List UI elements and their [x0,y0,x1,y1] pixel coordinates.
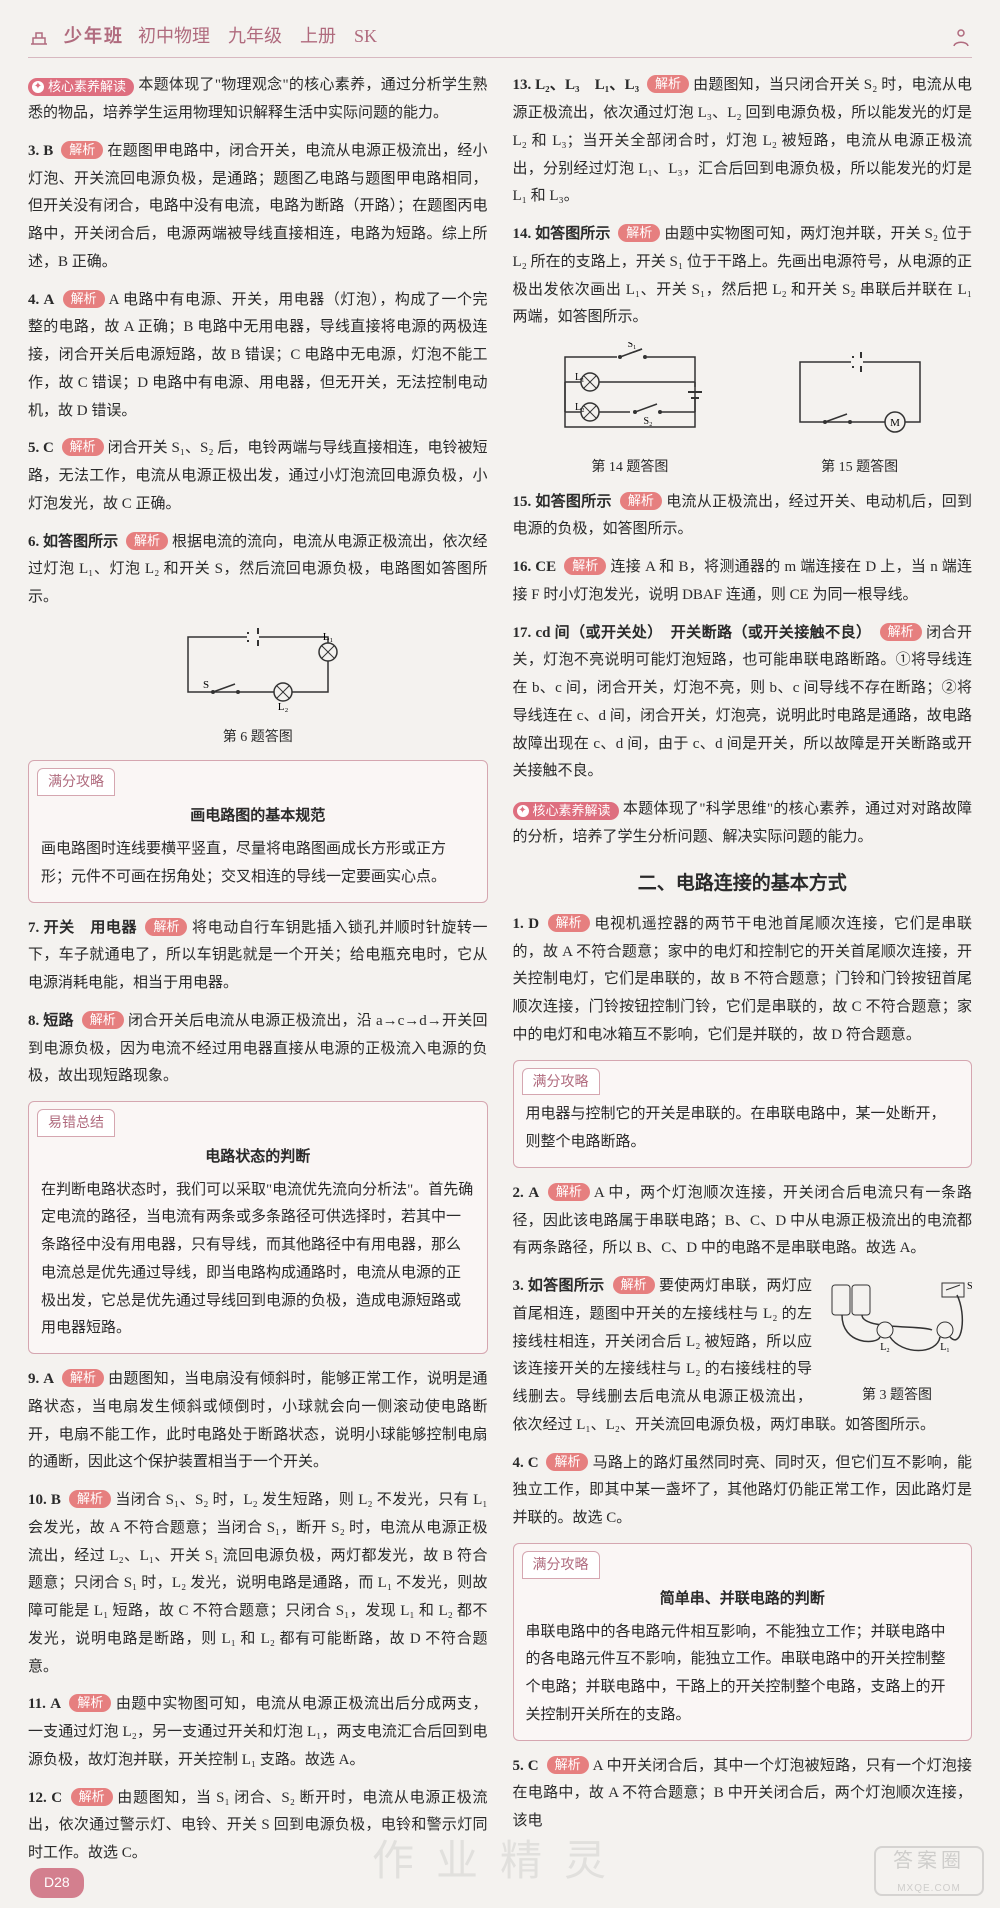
box-tab-yicuo: 易错总结 [37,1109,115,1137]
box2-title: 电路状态的判断 [41,1143,475,1171]
q10: 10. B 解析当闭合 S₁、S₂ 时，L₂ 发生短路，则 L₂ 不发光，只有 … [28,1487,488,1681]
fig-q14-q15-row: S₁ L₁ L₂ S₂ [513,342,973,481]
svg-text:S₁: S₁ [627,342,636,350]
left-column: ✦核心素养解读本题体现了"物理观念"的核心素养，通过分析学生熟悉的物品，培养学生… [28,72,488,1878]
s2-q2: 2. A 解析A 中，两个灯泡顺次连接，开关闭合后电流只有一条路径，因此该电路属… [513,1180,973,1263]
s2-q1: 1. D 解析电视机遥控器的两节干电池首尾顺次连接，它们是串联的，故 A 不符合… [513,911,973,1050]
box-body: 画电路图时连线要横平竖直，尽量将电路图画成长方形或正方形；元件不可画在拐角处；交… [41,836,475,892]
svg-text:L₁: L₁ [940,1342,950,1353]
analysis-tag: 解析 [61,141,103,159]
box-title: 画电路图的基本规范 [41,802,475,830]
q12: 12. C 解析由题图知，当 S₁ 闭合、S₂ 断开时，电流从电源正极流出，依次… [28,1785,488,1868]
box-s2-2-body: 串联电路中的各电路元件相互影响，不能独立工作；并联电路中的各电路元件互不影响，能… [526,1619,960,1730]
q8: 8. 短路 解析闭合开关后电流从电源正极流出，沿 a→c→d→开关回到电源负极，… [28,1008,488,1091]
svg-text:S: S [203,679,209,691]
section-2-title: 二、电路连接的基本方式 [513,866,973,901]
page-header: 少年班 初中物理 九年级 上册 SK [28,20,972,58]
box2-body: 在判断电路状态时，我们可以采取"电流优先流向分析法"。首先确定电流的路径，当电流… [41,1177,475,1344]
box-tab: 满分攻略 [37,768,115,796]
two-column-layout: ✦核心素养解读本题体现了"物理观念"的核心素养，通过分析学生熟悉的物品，培养学生… [28,72,972,1878]
q13-text: 由题图知，当只闭合开关 S₂ 时，电流从电源正极流出，依次通过灯泡 L₃、L₂ … [513,77,973,204]
svg-text:L₂: L₂ [277,701,288,712]
q17: 17. cd 间（或开关处） 开关断路（或开关接触不良） 解析闭合开关，灯泡不亮… [513,620,973,787]
fig-q6-caption: 第 6 题答图 [28,725,488,751]
q16: 16. CE 解析连接 A 和 B，将测通器的 m 端连接在 D 上，当 n 端… [513,554,973,610]
fig-q14: S₁ L₁ L₂ S₂ [550,342,710,481]
q11: 11. A 解析由题中实物图可知，电流从电源正极流出后分成两支，一支通过灯泡 L… [28,1691,488,1774]
q3-text: 在题图甲电路中，闭合开关，电流从电源正极流出，经小灯泡、开关流回电源负极，是通路… [28,143,488,270]
page-number: D28 [30,1868,84,1898]
q7: 7. 开关 用电器 解析将电动自行车钥匙插入锁孔并顺时针旋转一下，车子就通电了，… [28,915,488,998]
q3: 3. B 解析在题图甲电路中，闭合开关，电流从电源正极流出，经小灯泡、开关流回电… [28,138,488,277]
core-pill: ✦核心素养解读 [28,78,134,96]
fig-q6: L₁ L₂ S 第 6 题答图 [28,622,488,751]
box-s2-2: 满分攻略 简单串、并联电路的判断 串联电路中的各电路元件相互影响，不能独立工作；… [513,1543,973,1741]
box-s2-1-body: 用电器与控制它的开关是串联的。在串联电路中，某一处断开，则整个电路断路。 [526,1101,960,1157]
brand-title: 少年班 [64,20,124,53]
subtitle: 初中物理 九年级 上册 SK [138,20,377,53]
person-icon [950,26,972,48]
s2-q4: 4. C 解析马路上的路灯虽然同时亮、同时灭，但它们互不影响，能独立工作，即其中… [513,1450,973,1533]
fig-q15: M 第 15 题答图 [785,342,935,481]
q6: 6. 如答图所示 解析根据电流的流向，电流从电源正极流出，依次经过灯泡 L₁、灯… [28,529,488,612]
s2-q1-text: 电视机遥控器的两节干电池首尾顺次连接，它们是串联的，故 A 不符合题意；家中的电… [513,916,973,1043]
bench-icon [28,26,50,48]
q10-text: 当闭合 S₁、S₂ 时，L₂ 发生短路，则 L₂ 不发光，只有 L₁ 会发光，故… [28,1492,488,1675]
svg-text:L₁: L₁ [322,631,333,643]
stamp-line2: MXQE.COM [897,1880,961,1899]
s2-q5: 5. C 解析A 中开关闭合后，其中一个灯泡被短路，只有一个灯泡接在电路中，故 … [513,1753,973,1836]
right-column: 13. L₂、L₃ L₁、L₃ 解析由题图知，当只闭合开关 S₂ 时，电流从电源… [512,72,973,1878]
q13: 13. L₂、L₃ L₁、L₃ 解析由题图知，当只闭合开关 S₂ 时，电流从电源… [513,72,973,211]
box-s2-1: 满分攻略 用电器与控制它的开关是串联的。在串联电路中，某一处断开，则整个电路断路… [513,1060,973,1168]
core-literacy-right: ✦核心素养解读本题体现了"科学思维"的核心素养，通过对对路故障的分析，培养了学生… [513,796,973,852]
q9: 9. A 解析由题图知，当电扇没有倾斜时，能够正常工作，说明是通路状态，当电扇发… [28,1366,488,1477]
q4-text: A 电路中有电源、开关，用电器（灯泡），构成了一个完整的电路，故 A 正确；B … [28,292,488,419]
box-s2-2-title: 简单串、并联电路的判断 [526,1585,960,1613]
q17-text: 闭合开关，灯泡不亮说明可能灯泡短路，也可能串联电路断路。①将导线连在 b、c 间… [513,625,973,780]
svg-text:S₂: S₂ [643,416,652,427]
q5: 5. C 解析闭合开关 S₁、S₂ 后，电铃两端与导线直接相连，电铃被短路，无法… [28,435,488,518]
box-circuit-drawing: 满分攻略 画电路图的基本规范 画电路图时连线要横平竖直，尽量将电路图画成长方形或… [28,760,488,902]
q14: 14. 如答图所示 解析由题中实物图可知，两灯泡并联，开关 S₂ 位于 L₂ 所… [513,221,973,332]
s2-q3: L₂ L₁ S 第 3 题答图 3. 如答图所示 解析要使两灯串联，两灯应首尾相… [513,1273,973,1440]
svg-text:L₂: L₂ [880,1342,890,1353]
svg-text:S: S [967,1281,972,1292]
q15: 15. 如答图所示 解析电流从正极流出，经过开关、电动机后，回到电源的负极，如答… [513,489,973,545]
fig-s2-q3: L₂ L₁ S 第 3 题答图 [822,1275,972,1409]
box-circuit-state: 易错总结 电路状态的判断 在判断电路状态时，我们可以采取"电流优先流向分析法"。… [28,1101,488,1354]
svg-text:M: M [890,417,900,429]
core-literacy-top: ✦核心素养解读本题体现了"物理观念"的核心素养，通过分析学生熟悉的物品，培养学生… [28,72,488,128]
q4: 4. A 解析A 电路中有电源、开关，用电器（灯泡），构成了一个完整的电路，故 … [28,287,488,426]
